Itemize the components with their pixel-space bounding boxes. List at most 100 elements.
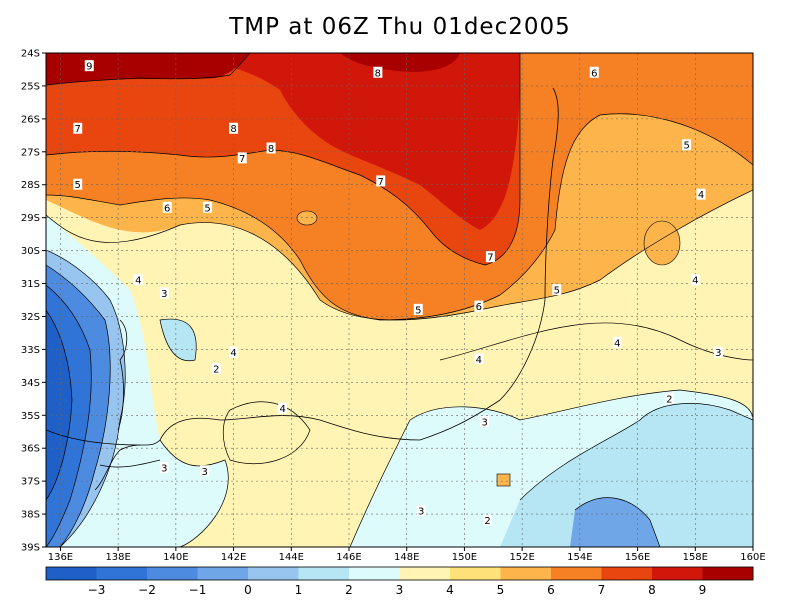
contour-label-bg (589, 66, 599, 78)
contour-label: 3 (202, 467, 208, 478)
contour-label: 3 (161, 289, 167, 300)
contour-label: 8 (230, 124, 236, 135)
contour-label: 5 (75, 180, 81, 191)
lat-tick-label: 39S (21, 543, 40, 554)
contour-label: 3 (715, 348, 721, 359)
contour-label-bg (612, 336, 622, 348)
color-bar-swatch (500, 567, 552, 580)
map-frame (45, 52, 754, 548)
contour-label-bg (373, 66, 383, 78)
contour-label-bg (413, 303, 423, 315)
contour-label-bg (200, 465, 210, 477)
color-bar-label: 5 (497, 583, 505, 597)
contour-label: 4 (230, 348, 236, 359)
contour-lines (46, 53, 753, 547)
color-bar-swatch (147, 567, 198, 580)
lat-tick-label: 24S (21, 49, 40, 60)
color-bar-swatch (551, 567, 602, 580)
contour-label-bg (696, 188, 706, 200)
lat-tick-label: 38S (21, 510, 40, 521)
contour-label: 4 (279, 404, 285, 415)
longitude-axis: 136E 138E 140E 142E 144E 146E 148E 150E 152E 154E… (48, 547, 766, 563)
color-bar-swatch (298, 567, 350, 580)
contour-label-bg (211, 363, 221, 375)
contour-label-bg (552, 284, 562, 296)
contour-label-bg (416, 504, 426, 516)
contour-label-bg (159, 461, 169, 473)
lat-tick-label: 26S (21, 114, 40, 125)
contour-label: 2 (213, 365, 219, 376)
color-bar-swatch (197, 567, 249, 580)
lat-tick-label: 33S (21, 345, 40, 356)
lon-tick-label: 146E (336, 552, 361, 563)
contour-label: 9 (86, 62, 92, 73)
latitude-axis: 24S 25S 26S 27S 28S 29S 30S 31S 32S 33S 34S 35S 36S 3… (21, 49, 46, 554)
contour-label: 4 (135, 276, 141, 287)
lon-tick-label: 144E (279, 552, 304, 563)
lon-tick-label: 148E (394, 552, 419, 563)
color-bar: −3 −2 −1 0 1 2 3 4 5 6 7 8 9 (45, 566, 754, 597)
contour-label: 7 (75, 124, 81, 135)
color-bar-swatch (702, 567, 754, 580)
contour-label: 8 (268, 144, 274, 155)
contour-label-bg (474, 300, 484, 312)
lat-tick-label: 35S (21, 411, 40, 422)
lon-tick-label: 158E (683, 552, 708, 563)
contour-label-bg (480, 415, 490, 427)
color-bar-swatch (399, 567, 451, 580)
contour-label-bg (203, 201, 213, 213)
color-bar-swatch (450, 567, 501, 580)
color-bar-label: −3 (88, 583, 106, 597)
lon-tick-label: 160E (740, 552, 765, 563)
lon-tick-label: 154E (567, 552, 592, 563)
graticule (46, 53, 753, 547)
lat-tick-label: 25S (21, 81, 40, 92)
contour-label-bg (278, 402, 288, 414)
lon-tick-label: 136E (48, 552, 73, 563)
lat-tick-label: 34S (21, 378, 40, 389)
color-bar-label: 8 (648, 583, 656, 597)
color-bar-swatch (601, 567, 653, 580)
contour-label: 3 (161, 463, 167, 474)
contour-label-bg (483, 514, 493, 526)
lat-tick-label: 29S (21, 213, 40, 224)
lon-tick-label: 138E (105, 552, 130, 563)
contour-label: 5 (554, 286, 560, 297)
contour-label-bg (229, 122, 239, 134)
contour-label: 7 (378, 177, 384, 188)
color-bar-label: 1 (295, 583, 303, 597)
contour-label: 6 (476, 302, 482, 313)
color-bar-label: −1 (189, 583, 207, 597)
color-bar-label: 0 (244, 583, 252, 597)
color-bar-swatch (46, 567, 97, 580)
contour-label: 5 (415, 305, 421, 316)
contour-label-bg (485, 251, 495, 263)
lat-tick-label: 31S (21, 279, 40, 290)
color-bar-swatch (349, 567, 400, 580)
lon-tick-label: 142E (221, 552, 246, 563)
filled-contours (46, 53, 753, 547)
color-bar-label: 4 (446, 583, 454, 597)
color-bar-label: −2 (138, 583, 156, 597)
lat-tick-label: 36S (21, 444, 40, 455)
contour-label: 2 (666, 394, 672, 405)
color-bar-label: 7 (598, 583, 606, 597)
lat-tick-label: 37S (21, 477, 40, 488)
chart-title: TMP at 06Z Thu 01dec2005 (229, 14, 571, 40)
contour-label: 3 (481, 417, 487, 428)
contour-label: 6 (164, 203, 170, 214)
contour-label: 4 (698, 190, 704, 201)
lat-tick-label: 30S (21, 246, 40, 257)
contour-label: 4 (614, 338, 620, 349)
contour-label-bg (73, 122, 83, 134)
contour-label-bg (73, 178, 83, 190)
contour-label: 7 (487, 253, 493, 264)
contour-label: 2 (484, 516, 490, 527)
contour-label-bg (133, 274, 143, 286)
lat-tick-label: 32S (21, 312, 40, 323)
contour-label: 5 (683, 141, 689, 152)
lon-tick-label: 150E (452, 552, 477, 563)
contour-label: 3 (418, 506, 424, 517)
contour-label-bg (237, 152, 247, 164)
